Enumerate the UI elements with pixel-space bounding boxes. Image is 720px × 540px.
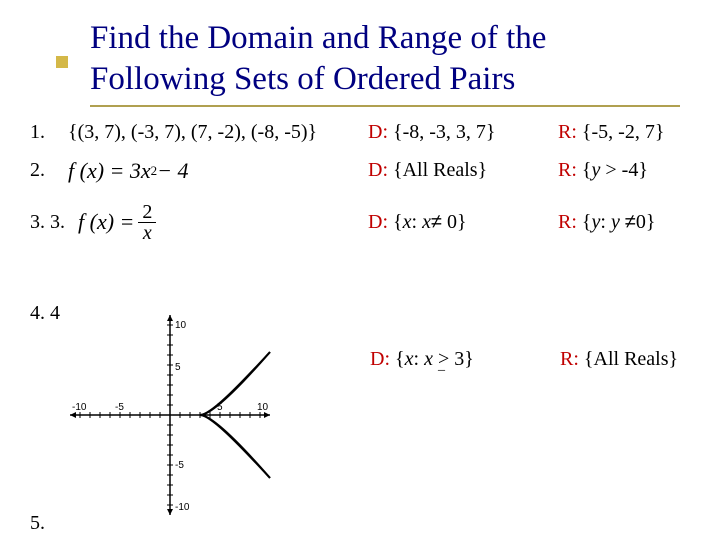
slide-title: Find the Domain and Range of the Followi…	[0, 0, 720, 109]
fraction: 2 x	[138, 202, 156, 244]
answer-3-domain: D: {x: x≠ 0}	[368, 211, 558, 234]
ylabel-5: 5	[175, 362, 181, 373]
r-label: R:	[558, 121, 577, 143]
f2-part-b: − 4	[157, 158, 188, 184]
frac-top: 2	[138, 202, 156, 222]
d4-var1: x	[405, 348, 414, 370]
d4-colon: :	[414, 348, 425, 370]
r-label: R:	[558, 159, 577, 181]
d-label: D:	[368, 211, 388, 233]
answer-2-range: R: {y > -4}	[558, 159, 700, 182]
answer-3-range: R: {y: y ≠0}	[558, 211, 700, 234]
r1-value: {-5, -2, 7}	[582, 121, 665, 143]
d4-brace: {	[395, 348, 405, 370]
r-label: R:	[558, 211, 577, 233]
d3-var2: x	[422, 211, 431, 233]
answer-1-domain: D: {-8, -3, 3, 7}	[368, 121, 558, 144]
problem-2: 2. f (x) = 3x2 − 4 D: {All Reals} R: {y …	[30, 158, 700, 184]
d3-end: 0}	[442, 211, 467, 233]
r-label: R:	[560, 348, 579, 370]
xlabel-10: 10	[257, 402, 269, 413]
r3-var2: y	[611, 211, 620, 233]
d3-brace: {	[393, 211, 403, 233]
d1-value: {-8, -3, 3, 7}	[393, 121, 496, 143]
frac-bot: x	[139, 223, 156, 243]
d-label: D:	[368, 121, 388, 143]
item-number-4: 4. 4	[30, 302, 60, 325]
answer-4-domain: D: {x: x >_ 3}	[370, 348, 560, 371]
graph-svg: 10 -10 10 -10 5 -5 5 -5	[60, 310, 280, 520]
r2-rest: > -4}	[600, 159, 648, 181]
item-number: 3. 3.	[30, 211, 78, 234]
frac-bot-var: x	[143, 222, 152, 244]
problem-3-formula: f (x) = 2 x	[78, 202, 368, 244]
d3-colon: :	[412, 211, 423, 233]
ylabel-neg10: -10	[175, 502, 190, 513]
r3-end: 0}	[636, 211, 656, 233]
xlabel-neg10: -10	[72, 402, 87, 413]
answer-4-range: R: {All Reals}	[560, 348, 678, 371]
answer-2-domain: D: {All Reals}	[368, 159, 558, 182]
answer-1-range: R: {-5, -2, 7}	[558, 121, 700, 144]
title-line-1: Find the Domain and Range of the	[90, 20, 546, 56]
item-number-5: 5.	[30, 512, 45, 535]
d4-end: 3}	[449, 348, 474, 370]
d4-var2: x	[424, 348, 433, 370]
title-line-2: Following Sets of Ordered Pairs	[90, 61, 515, 97]
f2-part-a: f (x) = 3x	[68, 158, 151, 184]
graph-parabola: 10 -10 10 -10 5 -5 5 -5	[60, 310, 280, 520]
d-label: D:	[370, 348, 390, 370]
problem-1-set: {(3, 7), (-3, 7), (7, -2), (-8, -5)}	[68, 121, 368, 144]
ylabel-10: 10	[175, 320, 187, 331]
ne-symbol: ≠	[625, 211, 636, 233]
d-label: D:	[368, 159, 388, 181]
ge-symbol: >_	[438, 348, 449, 371]
answer-4: D: {x: x >_ 3} R: {All Reals}	[370, 348, 678, 371]
title-underline	[90, 105, 680, 107]
d2-value: {All Reals}	[393, 159, 487, 181]
item-number: 1.	[30, 121, 68, 144]
ylabel-neg5: -5	[175, 460, 184, 471]
r4-value: {All Reals}	[584, 348, 678, 370]
f3-part-a: f (x) =	[78, 209, 134, 235]
r3-colon: :	[600, 211, 611, 233]
r3-brace: {	[582, 211, 592, 233]
problem-3: 3. 3. f (x) = 2 x D: {x: x≠ 0} R: {y: y …	[30, 202, 700, 244]
ne-symbol: ≠	[431, 211, 442, 233]
d3-var1: x	[403, 211, 412, 233]
problem-2-formula: f (x) = 3x2 − 4	[68, 158, 368, 184]
xlabel-neg5: -5	[115, 402, 124, 413]
ge-underline: _	[438, 358, 445, 374]
r2-brace: {	[582, 159, 592, 181]
content-area: 1. {(3, 7), (-3, 7), (7, -2), (-8, -5)} …	[0, 109, 720, 244]
problem-1: 1. {(3, 7), (-3, 7), (7, -2), (-8, -5)} …	[30, 121, 700, 144]
item-number: 2.	[30, 159, 68, 182]
